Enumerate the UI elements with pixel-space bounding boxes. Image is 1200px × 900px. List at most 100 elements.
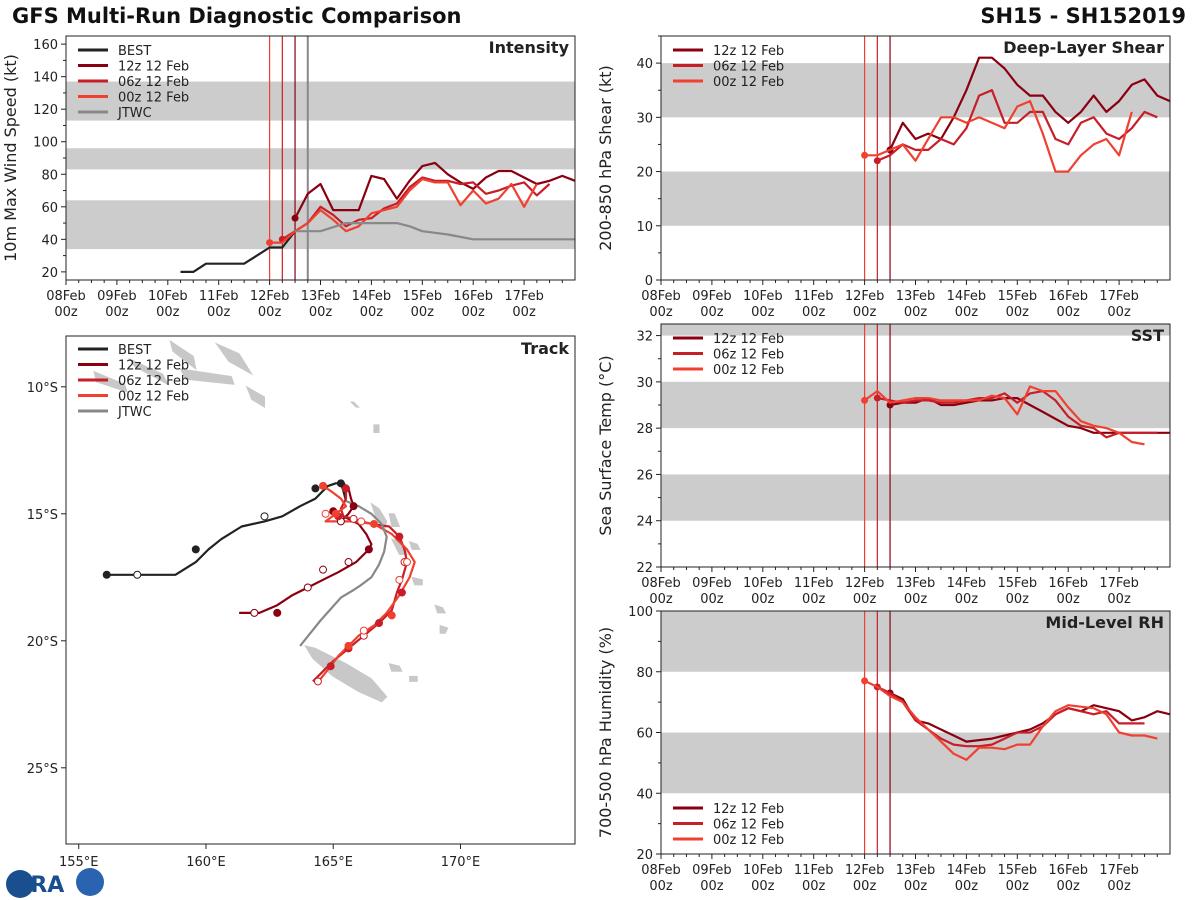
lon-tick-label: 165°E: [313, 855, 353, 870]
x-tick-label-hour: 00z: [700, 305, 724, 320]
x-tick-label-hour: 00z: [700, 592, 724, 607]
series-start-marker-run00z: [861, 396, 869, 404]
track-marker-run12z: [250, 608, 259, 617]
rh-panel: 2040608010008Feb00z09Feb00z10Feb00z11Feb…: [596, 605, 1171, 894]
track-marker-best: [191, 545, 200, 554]
x-tick-label-date: 17Feb: [504, 289, 544, 304]
x-tick-label-date: 17Feb: [1099, 576, 1139, 591]
x-tick-label-date: 16Feb: [453, 289, 493, 304]
y-tick-label: 40: [636, 57, 653, 72]
series-start-marker-run00z: [266, 239, 274, 247]
y-axis-label: 700-500 hPa Humidity (%): [596, 627, 615, 838]
y-tick-label: 40: [41, 233, 58, 248]
x-tick-label-date: 12Feb: [845, 863, 885, 878]
landmass: [434, 604, 447, 614]
x-tick-label-hour: 00z: [207, 305, 231, 320]
legend-label-run06z: 06z 12 Feb: [118, 374, 189, 389]
legend-label-jtwc: JTWC: [117, 405, 152, 420]
track-marker-run12z: [319, 565, 328, 574]
legend-label-run12z: 12z 12 Feb: [118, 60, 189, 75]
x-tick-label-date: 17Feb: [1099, 863, 1139, 878]
track-marker-run00z: [359, 626, 368, 635]
panel-title: Track: [521, 339, 569, 358]
y-tick-label: 26: [636, 468, 653, 483]
x-tick-label-hour: 00z: [1057, 305, 1081, 320]
landmass: [409, 675, 418, 682]
x-tick-label-hour: 00z: [802, 879, 826, 894]
lon-tick-label: 155°E: [59, 855, 99, 870]
x-tick-label-hour: 00z: [955, 592, 979, 607]
track-marker-run12z: [349, 502, 358, 511]
landmass: [245, 385, 265, 408]
legend-label-run12z: 12z 12 Feb: [713, 44, 784, 59]
x-tick-label-hour: 00z: [1107, 592, 1131, 607]
x-tick-label-hour: 00z: [955, 305, 979, 320]
x-tick-label-date: 09Feb: [692, 863, 732, 878]
track-marker-run00z: [369, 519, 378, 528]
y-tick-label: 140: [33, 71, 58, 86]
legend-label-run00z: 00z 12 Feb: [713, 833, 784, 848]
legend-label-run12z: 12z 12 Feb: [713, 332, 784, 347]
y-tick-label: 40: [636, 787, 653, 802]
y-tick-label: 24: [636, 515, 653, 530]
series-line-best: [180, 230, 296, 273]
track-marker-best: [133, 570, 142, 579]
y-tick-label: 120: [33, 103, 58, 118]
track-marker-run12z: [344, 558, 353, 567]
x-tick-label-hour: 00z: [802, 305, 826, 320]
y-tick-label: 100: [628, 605, 653, 620]
x-tick-label-date: 13Feb: [896, 576, 936, 591]
x-tick-label-date: 15Feb: [403, 289, 443, 304]
track-marker-best: [311, 484, 320, 493]
y-tick-label: 80: [41, 168, 58, 183]
x-tick-label-date: 13Feb: [896, 289, 936, 304]
track-marker-run00z: [321, 509, 330, 518]
track-marker-run06z: [326, 662, 335, 671]
legend-label-run00z: 00z 12 Feb: [118, 91, 189, 106]
series-start-marker-run06z: [873, 394, 881, 402]
y-axis-label: Sea Surface Temp (°C): [596, 355, 615, 535]
x-tick-label-hour: 00z: [1006, 592, 1030, 607]
track-marker-run12z: [273, 608, 282, 617]
track-marker-run06z: [313, 677, 322, 686]
track-marker-best: [260, 512, 269, 521]
track-marker-run00z: [387, 611, 396, 620]
x-tick-label-hour: 00z: [156, 305, 180, 320]
x-tick-label-date: 12Feb: [250, 289, 290, 304]
shaded-band: [661, 381, 1170, 429]
x-tick-label-date: 16Feb: [1048, 863, 1088, 878]
track-marker-run06z: [397, 588, 406, 597]
panel-title: Intensity: [489, 38, 570, 57]
track-marker-run12z: [303, 583, 312, 592]
x-tick-label-date: 08Feb: [46, 289, 86, 304]
y-axis-label: 10m Max Wind Speed (kt): [1, 54, 20, 262]
series-line-run00z: [864, 679, 1158, 761]
landmass: [214, 342, 254, 376]
cira-logo: CIRA: [6, 868, 104, 898]
panel-title: Deep-Layer Shear: [1003, 38, 1164, 57]
y-tick-label: 60: [41, 201, 58, 216]
sst-panel: 22242628303208Feb00z09Feb00z10Feb00z11Fe…: [596, 323, 1171, 607]
series-start-marker-run12z: [291, 214, 299, 222]
lat-tick-label: 25°S: [27, 762, 58, 777]
shaded-band: [661, 324, 1170, 336]
legend-label-run06z: 06z 12 Feb: [713, 60, 784, 75]
legend-label-run00z: 00z 12 Feb: [713, 75, 784, 90]
x-tick-label-hour: 00z: [904, 592, 928, 607]
x-tick-label-hour: 00z: [853, 592, 877, 607]
series-start-marker-run00z: [861, 677, 869, 685]
cira-logo-globe: [6, 870, 34, 898]
x-tick-label-date: 11Feb: [199, 289, 239, 304]
track-marker-run06z: [395, 532, 404, 541]
y-tick-label: 30: [636, 376, 653, 391]
y-tick-label: 10: [636, 220, 653, 235]
x-tick-label-date: 17Feb: [1099, 289, 1139, 304]
legend-label-best: BEST: [118, 44, 151, 59]
legend-label-run06z: 06z 12 Feb: [118, 75, 189, 90]
series-line-run00z: [863, 385, 1145, 446]
x-tick-label-hour: 00z: [462, 305, 486, 320]
landmass: [388, 662, 403, 672]
x-tick-label-date: 09Feb: [692, 289, 732, 304]
x-tick-label-date: 13Feb: [896, 863, 936, 878]
x-tick-label-hour: 00z: [751, 592, 775, 607]
